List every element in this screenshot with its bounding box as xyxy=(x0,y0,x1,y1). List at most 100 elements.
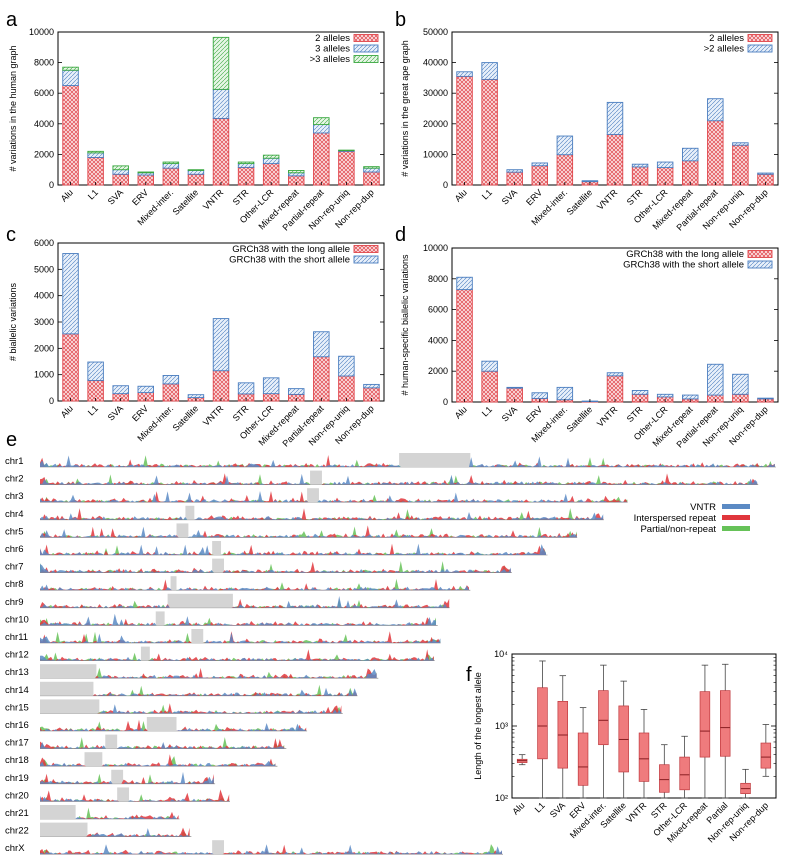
gap-region xyxy=(105,734,118,749)
bar-segment xyxy=(556,154,574,186)
bar-segment xyxy=(338,150,355,186)
chromosome-label: chr19 xyxy=(5,773,29,784)
x-tick-label: ERV xyxy=(524,404,544,424)
density-track xyxy=(40,584,469,591)
y-tick-label: 10000 xyxy=(423,243,448,253)
bar-segment xyxy=(288,388,305,395)
chromosome-label: chr11 xyxy=(5,632,28,643)
density-track xyxy=(40,561,511,573)
bar-segment xyxy=(732,142,749,146)
genome-tracks-e: chr1 chr2 chr3 chr4 chr5 chr6 chr7 chr8 chr9 chr1… xyxy=(5,453,776,855)
x-tick-label: STR xyxy=(625,187,645,207)
legend-label: Partial/non-repeat xyxy=(640,524,716,535)
gap-region xyxy=(185,505,195,520)
gap-region xyxy=(170,576,177,591)
x-tick-label: L1 xyxy=(480,404,494,418)
density-track xyxy=(40,512,604,520)
panel-label-a: a xyxy=(6,9,18,31)
bar-segment xyxy=(732,144,749,186)
box xyxy=(537,687,548,760)
legend-label: 3 alleles xyxy=(315,44,350,55)
y-tick-label: 6000 xyxy=(34,238,54,248)
y-tick-label: 2000 xyxy=(34,149,54,159)
y-tick-label: 4000 xyxy=(34,291,54,301)
density-track xyxy=(40,815,179,819)
bar-segment xyxy=(313,132,330,186)
bar-segment xyxy=(506,386,523,389)
bar-segment xyxy=(456,289,473,403)
x-tick-label: SVA xyxy=(106,403,125,422)
density-track xyxy=(40,754,276,767)
y-tick-label: 0 xyxy=(49,180,54,190)
chromosome-label: chr3 xyxy=(5,491,23,502)
chromosome-label: chr13 xyxy=(5,667,29,678)
bar-segment xyxy=(137,171,154,174)
x-tick-label: VNTR xyxy=(595,187,620,212)
chromosome-track: chrX xyxy=(5,840,503,855)
gap-region xyxy=(212,558,224,573)
bar-segment xyxy=(187,394,205,399)
gap-region xyxy=(40,664,97,679)
gap-region xyxy=(40,699,100,714)
density-track xyxy=(40,526,577,538)
y-tick-label: 6000 xyxy=(34,88,54,98)
legend-swatch xyxy=(353,34,379,42)
chromosome-label: chrX xyxy=(5,843,25,854)
legend-label: >3 alleles xyxy=(310,54,351,65)
density-track xyxy=(40,491,628,503)
bar-chart-d: 0 2000 4000 6000 8000 10000 # human-specific b… xyxy=(400,243,779,450)
legend-swatch xyxy=(722,515,750,520)
chromosome-label: chr14 xyxy=(5,685,29,696)
chromosome-track: chr14 xyxy=(5,681,358,697)
y-tick-label: 8000 xyxy=(428,274,448,284)
bar-segment xyxy=(237,161,255,165)
y-tick-label: 2000 xyxy=(428,366,448,376)
box xyxy=(720,690,731,757)
x-tick-label: ERV xyxy=(130,187,150,207)
box xyxy=(679,756,690,791)
y-tick-label: 20000 xyxy=(423,119,448,129)
bar-segment xyxy=(631,163,649,168)
panel-label-b: b xyxy=(395,9,406,31)
bar-segment xyxy=(288,172,305,177)
box xyxy=(699,691,711,758)
density-track xyxy=(40,789,230,802)
x-tick-label: SVA xyxy=(106,187,125,206)
legend-swatch xyxy=(353,44,379,53)
density-track xyxy=(40,543,546,555)
x-tick-label: STR xyxy=(231,187,251,207)
y-tick-label: 4000 xyxy=(428,335,448,345)
x-tick-label: SVA xyxy=(500,404,519,423)
bar-segment xyxy=(112,169,129,175)
y-tick-label: 1000 xyxy=(34,370,54,380)
density-track xyxy=(40,811,179,819)
legend-label: VNTR xyxy=(690,502,716,513)
x-tick-label: Alu xyxy=(59,403,75,419)
x-tick-label: VNTR xyxy=(595,404,620,429)
x-tick-label: STR xyxy=(625,404,645,424)
bar-segment xyxy=(212,370,230,402)
legend-swatch xyxy=(722,526,750,531)
box xyxy=(659,764,670,793)
density-track xyxy=(40,613,436,626)
bar-chart-b: 0 10000 20000 30000 40000 50000 # variations i… xyxy=(400,27,779,233)
gap-region xyxy=(140,646,150,661)
x-tick-label: VNTR xyxy=(201,403,226,428)
legend-swatch xyxy=(353,255,379,264)
panel-label-e: e xyxy=(6,429,17,451)
bar-segment xyxy=(212,117,230,186)
legend-label: GRCh38 with the short allele xyxy=(229,255,350,266)
chromosome-track: chr12 xyxy=(5,646,435,661)
y-tick-label: 30000 xyxy=(423,88,448,98)
y-tick-label: 0 xyxy=(443,180,448,190)
bar-segment xyxy=(313,124,330,134)
gap-region xyxy=(146,717,177,731)
density-track xyxy=(40,737,285,749)
bar-segment xyxy=(313,356,330,402)
chromosome-label: chr7 xyxy=(5,562,23,573)
chromosome-track: chr3 xyxy=(5,488,628,503)
density-track xyxy=(40,474,758,485)
density-track xyxy=(40,771,214,784)
bar-segment xyxy=(456,276,473,291)
chromosome-track: chr11 xyxy=(5,629,441,644)
